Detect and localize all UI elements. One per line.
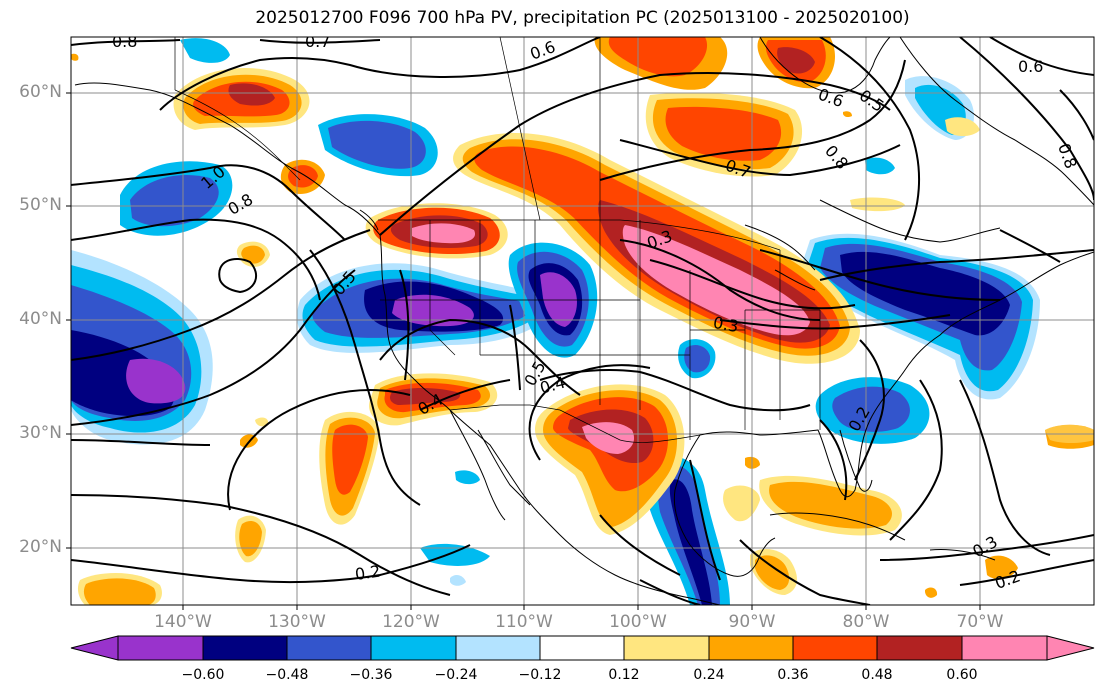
lat-label: 20°N [19, 537, 62, 557]
colorbar-segment [70, 635, 119, 661]
colorbar-segment [117, 635, 204, 661]
negative-anomaly-fields [71, 38, 1040, 605]
colorbar-tick: 0.60 [946, 667, 978, 683]
colorbar-tick: −0.60 [181, 667, 225, 683]
colorbar-tick: −0.48 [265, 667, 309, 683]
colorbar-tick: 0.48 [861, 667, 893, 683]
lon-label: 130°W [268, 612, 326, 632]
pv-contours [71, 37, 1094, 605]
lon-label: 140°W [154, 612, 212, 632]
colorbar-segment [286, 635, 372, 661]
lon-label: 80°W [842, 612, 890, 632]
contour-label: 0.7 [305, 32, 330, 51]
coastlines [74, 37, 1094, 605]
colorbar-segment [455, 635, 541, 661]
colorbar-segment [792, 635, 878, 661]
lon-label: 90°W [728, 612, 776, 632]
colorbar-tick: 0.36 [777, 667, 809, 683]
axis-ticks [66, 92, 981, 610]
contour-label: 0.3 [712, 313, 740, 336]
lon-label: 70°W [956, 612, 1004, 632]
colorbar-segment [708, 635, 794, 661]
colorbar-segment [623, 635, 710, 661]
colorbar [70, 635, 1095, 661]
lon-label: 110°W [495, 612, 553, 632]
colorbar-tick: 0.24 [693, 667, 725, 683]
colorbar-segment [539, 635, 625, 661]
lon-label: 100°W [609, 612, 667, 632]
colorbar-segment [876, 635, 963, 661]
lon-label: 120°W [382, 612, 440, 632]
colorbar-segment [202, 635, 288, 661]
colorbar-segment [370, 635, 457, 661]
lat-label: 30°N [19, 423, 62, 443]
lat-label: 40°N [19, 309, 62, 329]
colorbar-tick: −0.36 [349, 667, 393, 683]
contour-label: 0.2 [354, 562, 382, 584]
graticule [71, 37, 1094, 605]
contour-label: 0.8 [112, 32, 137, 51]
colorbar-segment [1046, 635, 1095, 661]
colorbar-segment [961, 635, 1048, 661]
lat-label: 60°N [19, 82, 62, 102]
colorbar-tick: −0.24 [434, 667, 478, 683]
lat-label: 50°N [19, 195, 62, 215]
map-panel: 0.8 0.7 0.6 0.6 0.6 0.5 0.8 0.7 0.8 1.0 … [71, 32, 1094, 605]
map-frame [70, 36, 1095, 606]
contour-label: 0.6 [1018, 57, 1043, 76]
colorbar-tick: −0.12 [518, 667, 562, 683]
map-title: 2025012700 F096 700 hPa PV, precipitatio… [255, 8, 910, 28]
colorbar-tick: 0.12 [608, 667, 640, 683]
